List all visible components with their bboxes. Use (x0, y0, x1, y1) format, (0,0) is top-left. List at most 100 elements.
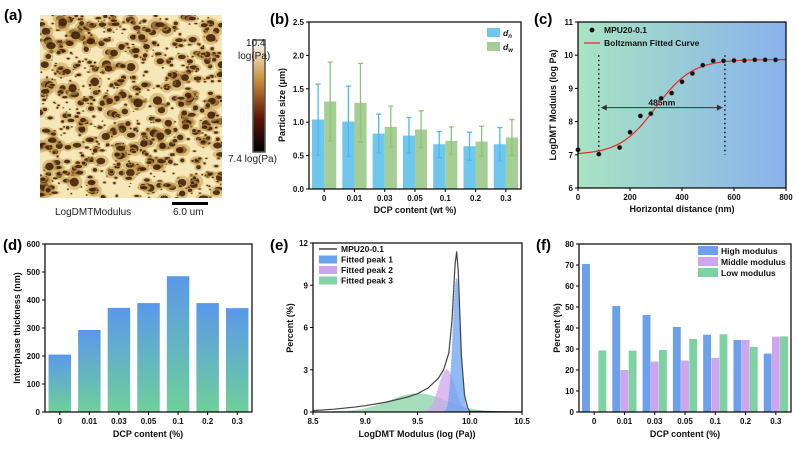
afm-domain (103, 31, 106, 33)
y-tick-label: 0 (570, 408, 575, 417)
afm-domain (117, 115, 120, 118)
afm-domain (151, 55, 154, 57)
afm-domain (198, 192, 202, 194)
bar-middle-modulus (741, 339, 750, 412)
afm-domain (103, 124, 106, 126)
afm-domain (109, 15, 114, 17)
afm-domain (212, 190, 221, 196)
afm-domain (72, 69, 75, 71)
bar (48, 354, 72, 412)
axis-frame (577, 21, 787, 189)
legend-label: Fitted peak 3 (341, 276, 393, 286)
x-axis-title: DCP content (wt %) (374, 205, 457, 215)
afm-domain (80, 15, 84, 18)
bar-dn (433, 144, 446, 189)
legend-swatch (698, 246, 718, 255)
afm-domain (205, 33, 216, 42)
afm-domain (160, 87, 163, 89)
legend-symbol: d (503, 28, 509, 38)
afm-domain (47, 116, 53, 120)
afm-domain (153, 175, 156, 178)
x-tick-label: 0.01 (347, 194, 363, 203)
afm-domain (148, 105, 152, 108)
afm-domain (52, 177, 58, 180)
afm-domain (126, 63, 136, 72)
afm-domain (47, 138, 57, 143)
afm-domain (208, 24, 213, 27)
afm-domain (207, 172, 213, 176)
afm-domain (143, 43, 150, 50)
afm-domain (89, 88, 92, 90)
colorbar-min-label: 7.4 log(Pa) (228, 154, 277, 165)
afm-domain (51, 69, 54, 71)
afm-domain (220, 121, 222, 123)
afm-domain (64, 34, 68, 37)
afm-domain (119, 129, 122, 131)
afm-domain (59, 45, 63, 48)
afm-domain (188, 36, 197, 43)
afm-domain (136, 163, 139, 166)
data-point (710, 58, 716, 64)
afm-domain (156, 132, 165, 140)
afm-domain (60, 134, 63, 136)
afm-domain (194, 22, 198, 25)
bar-high-modulus (612, 305, 621, 412)
y-axis-title: Percent (%) (285, 303, 295, 353)
y-tick-label: 6 (304, 324, 309, 333)
afm-domain (41, 103, 45, 105)
afm-domain (89, 23, 94, 26)
x-tick-label: 0.3 (500, 194, 512, 203)
afm-domain (49, 145, 53, 148)
afm-domain (132, 47, 140, 54)
afm-domain (70, 126, 73, 128)
legend-label: High modulus (721, 246, 778, 256)
afm-domain (127, 46, 130, 49)
afm-domain (141, 61, 145, 64)
y-tick-label: 9 (304, 281, 309, 290)
panel-label-e: (e) (270, 237, 288, 254)
data-point (700, 62, 706, 68)
legend-swatch (698, 268, 718, 277)
legend-symbol: d (503, 42, 509, 52)
afm-domain (135, 87, 141, 91)
x-axis-title: LogDMT Modulus (log (Pa)) (359, 429, 476, 439)
x-tick-label: 10.5 (514, 417, 530, 426)
afm-domain (82, 85, 85, 87)
afm-domain (213, 131, 219, 134)
bar-dn (402, 135, 415, 189)
afm-domain (100, 41, 103, 43)
afm-domain (212, 57, 217, 62)
colorbar-max-unit: log(Pa) (238, 51, 270, 62)
data-point (658, 95, 664, 102)
afm-domain (100, 194, 105, 198)
afm-domain (45, 187, 51, 193)
afm-domain (156, 58, 164, 65)
afm-domain (181, 74, 189, 81)
afm-domain (152, 191, 155, 193)
legend-subscript: n (508, 34, 512, 40)
afm-domain (178, 32, 182, 36)
afm-domain (175, 197, 179, 198)
afm-domain (213, 142, 222, 149)
afm-domain (57, 104, 60, 107)
afm-domain (132, 150, 137, 154)
afm-domain (150, 122, 152, 124)
afm-domain (139, 186, 148, 190)
afm-domain (205, 157, 208, 160)
afm-domain (176, 163, 179, 166)
afm-domain (207, 144, 210, 145)
x-tick-label: 0 (58, 417, 63, 426)
data-point (772, 57, 779, 63)
x-axis-title: DCP content (%) (650, 429, 720, 439)
afm-domain (178, 101, 185, 107)
afm-domain (220, 173, 222, 176)
afm-domain (214, 126, 218, 129)
legend-label: Fitted peak 1 (341, 255, 393, 265)
y-tick-label: 600 (27, 240, 41, 249)
afm-domain (115, 194, 119, 198)
afm-domain (216, 180, 219, 183)
data-point (741, 57, 748, 64)
afm-domain (87, 60, 92, 64)
afm-domain (65, 101, 68, 104)
